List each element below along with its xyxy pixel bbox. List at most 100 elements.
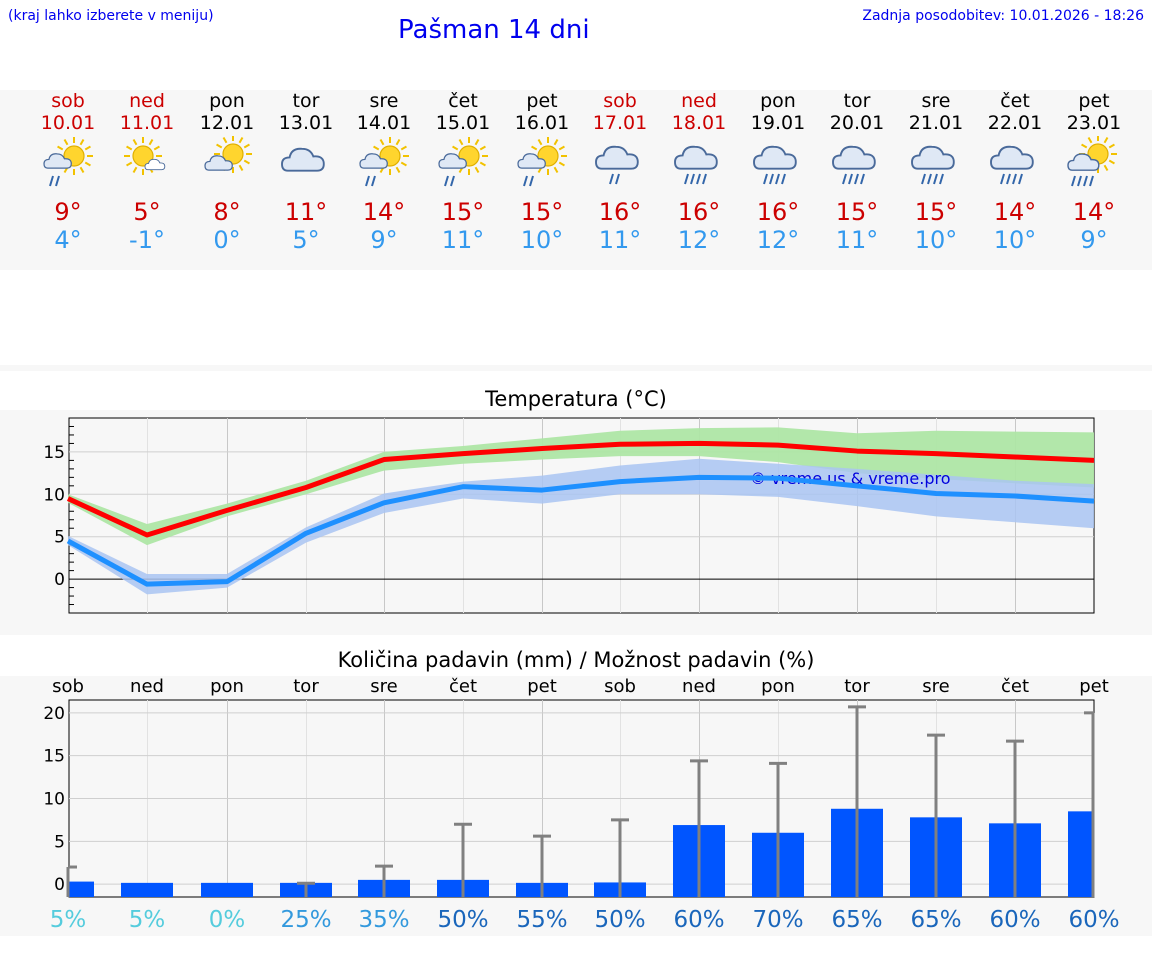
day-date: 15.01 [435, 112, 491, 134]
temp-max: 16° [598, 198, 642, 226]
temp-min: 11° [441, 226, 485, 254]
category-label: čet [1001, 676, 1029, 697]
category-label: pon [210, 676, 244, 697]
temp-min: 10° [914, 226, 958, 254]
sun-cloud-icon [199, 135, 255, 196]
day-name: čet [448, 90, 478, 112]
sun-cloud-rain-icon [514, 136, 570, 196]
temp-min: 10° [993, 226, 1037, 254]
precipitation-chance-label: 70% [752, 907, 803, 933]
precipitation-chance-label: 25% [280, 907, 331, 933]
cloud-heavy-rain-icon [908, 136, 964, 196]
last-updated: Zadnja posodobitev: 10.01.2026 - 18:26 [862, 8, 1144, 24]
y-tick-label: 10 [43, 790, 65, 810]
day-date: 23.01 [1066, 112, 1122, 134]
cloud-heavy-rain-icon [750, 136, 806, 196]
category-label: sre [370, 676, 397, 697]
forecast-band [0, 90, 1152, 270]
y-tick-label: 10 [43, 485, 65, 505]
day-date: 21.01 [908, 112, 964, 134]
day-date: 20.01 [829, 112, 885, 134]
temp-min: 9° [370, 226, 398, 254]
temp-max: 15° [520, 198, 564, 226]
sun-small-cloud-icon [119, 136, 175, 196]
precipitation-chance-label: 5% [50, 907, 87, 933]
temperature-chart-title: Temperatura (°C) [485, 387, 667, 411]
y-tick-label: 5 [54, 832, 65, 852]
temp-max: 14° [993, 198, 1037, 226]
day-date: 18.01 [671, 112, 727, 134]
day-name: sre [921, 90, 951, 112]
temp-min: 9° [1080, 226, 1108, 254]
precipitation-chance-label: 60% [989, 907, 1040, 933]
sun-cloud-rain-icon [40, 136, 96, 196]
y-tick-label: 15 [43, 443, 65, 463]
location-menu-hint[interactable]: (kraj lahko izberete v meniju) [8, 8, 214, 24]
day-name: pon [760, 90, 796, 112]
category-label: čet [449, 676, 477, 697]
temp-max: 15° [835, 198, 879, 226]
day-name: ned [129, 90, 165, 112]
max-temperature-line [66, 440, 1095, 538]
y-tick-label: 5 [54, 528, 65, 548]
temp-min: 5° [292, 226, 320, 254]
precipitation-chance-label: 50% [594, 907, 645, 933]
temp-min: 10° [520, 226, 564, 254]
category-label: sob [604, 676, 636, 697]
temp-max: 15° [914, 198, 958, 226]
precipitation-chart-title: Količina padavin (mm) / Možnost padavin … [337, 648, 815, 672]
temp-max: 14° [1072, 198, 1116, 226]
precipitation-chart: 0 5 10 15 20 sob ned pon tor sre čet pet sob ned pon to… [43, 676, 1119, 933]
precipitation-chance-label: 65% [831, 907, 882, 933]
page-title: Pašman 14 dni [398, 15, 590, 45]
cloud-icon [278, 136, 334, 196]
temp-max: 5° [133, 198, 161, 226]
temp-min: 11° [598, 226, 642, 254]
sun-cloud-rain-icon [356, 136, 412, 196]
precipitation-chance-label: 65% [910, 907, 961, 933]
precipitation-chance-label: 50% [437, 907, 488, 933]
category-label: sob [52, 676, 84, 697]
day-name: sob [603, 90, 637, 112]
min-uncertainty-band [68, 458, 1094, 595]
temp-min: 12° [756, 226, 800, 254]
day-date: 16.01 [514, 112, 570, 134]
day-name: pon [209, 90, 245, 112]
category-label: pet [1079, 676, 1109, 697]
temp-min: -1° [129, 226, 165, 254]
temp-max: 8° [213, 198, 241, 226]
cloud-heavy-rain-icon [987, 136, 1043, 196]
temp-min: 11° [835, 226, 879, 254]
temp-max: 11° [284, 198, 328, 226]
category-label: pon [761, 676, 795, 697]
precipitation-chance-label: 5% [129, 907, 166, 933]
precipitation-chance-label: 55% [516, 907, 567, 933]
max-uncertainty-band [68, 427, 1094, 546]
category-label: ned [130, 676, 164, 697]
category-label: tor [293, 676, 319, 697]
temp-max: 9° [54, 198, 82, 226]
temp-max: 16° [756, 198, 800, 226]
sun-cloud-rain-icon [435, 136, 491, 196]
separator-band [0, 365, 1152, 371]
day-date: 14.01 [356, 112, 412, 134]
cloud-heavy-rain-icon [671, 136, 727, 196]
day-date: 12.01 [199, 112, 255, 134]
day-date: 13.01 [278, 112, 334, 134]
y-tick-label: 0 [54, 570, 65, 590]
min-temperature-line [66, 474, 1095, 587]
day-name: pet [526, 90, 558, 112]
temp-max: 15° [441, 198, 485, 226]
temp-min: 4° [54, 226, 82, 254]
day-name: čet [1000, 90, 1030, 112]
precipitation-bar [201, 882, 253, 897]
precipitation-chance-label: 60% [673, 907, 724, 933]
day-name: ned [681, 90, 717, 112]
precipitation-chance-label: 60% [1068, 907, 1119, 933]
temp-max: 14° [362, 198, 406, 226]
temp-max: 16° [677, 198, 721, 226]
precipitation-bar [69, 881, 94, 897]
watermark: © vreme.us & vreme.pro [750, 469, 951, 488]
day-name: sre [369, 90, 399, 112]
temp-min: 12° [677, 226, 721, 254]
